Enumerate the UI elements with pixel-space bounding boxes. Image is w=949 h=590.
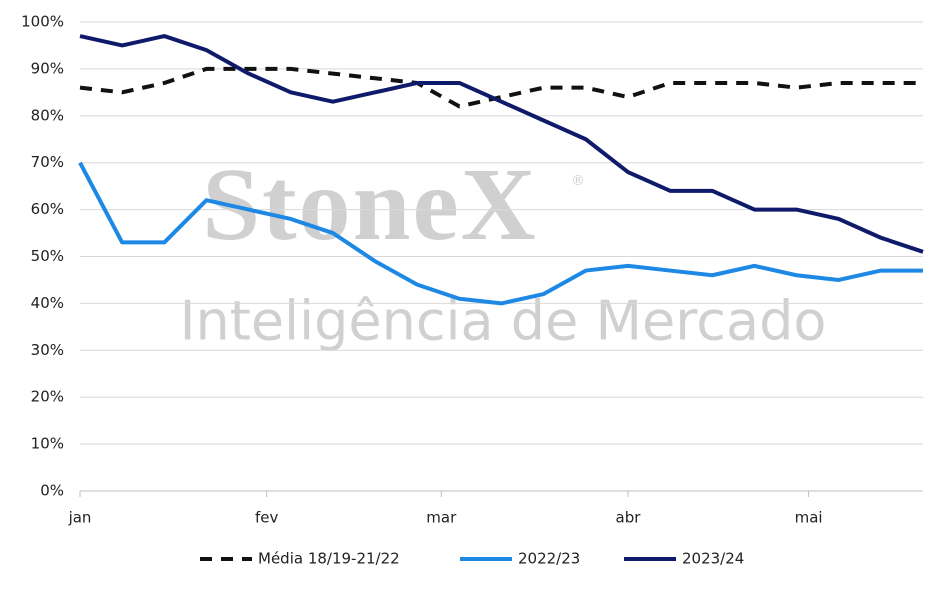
x-tick-label: abr xyxy=(616,509,642,527)
y-tick-label: 90% xyxy=(31,59,64,77)
watermark-mark: ® xyxy=(571,173,585,189)
y-tick-label: 30% xyxy=(31,341,64,359)
y-tick-label: 10% xyxy=(31,435,64,453)
legend-label: 2023/24 xyxy=(682,550,744,568)
y-tick-label: 20% xyxy=(31,388,64,406)
y-tick-label: 0% xyxy=(40,482,64,500)
x-tick-label: mar xyxy=(426,509,457,527)
legend-label: Média 18/19-21/22 xyxy=(258,550,400,568)
x-tick-label: mai xyxy=(795,509,823,527)
y-tick-label: 40% xyxy=(31,294,64,312)
series-line xyxy=(79,34,924,254)
y-tick-label: 80% xyxy=(31,106,64,124)
y-tick-label: 70% xyxy=(31,153,64,171)
series-line xyxy=(79,66,923,109)
y-tick-label: 50% xyxy=(31,247,64,265)
series-line xyxy=(78,161,923,306)
legend-label: 2022/23 xyxy=(518,550,580,568)
watermark-brand: StoneX xyxy=(202,147,538,262)
watermark-subtitle: Inteligência de Mercado xyxy=(180,290,827,353)
x-tick-label: fev xyxy=(255,509,279,527)
y-tick-label: 100% xyxy=(21,13,64,31)
y-tick-label: 60% xyxy=(31,200,64,218)
x-tick-label: jan xyxy=(68,509,92,527)
